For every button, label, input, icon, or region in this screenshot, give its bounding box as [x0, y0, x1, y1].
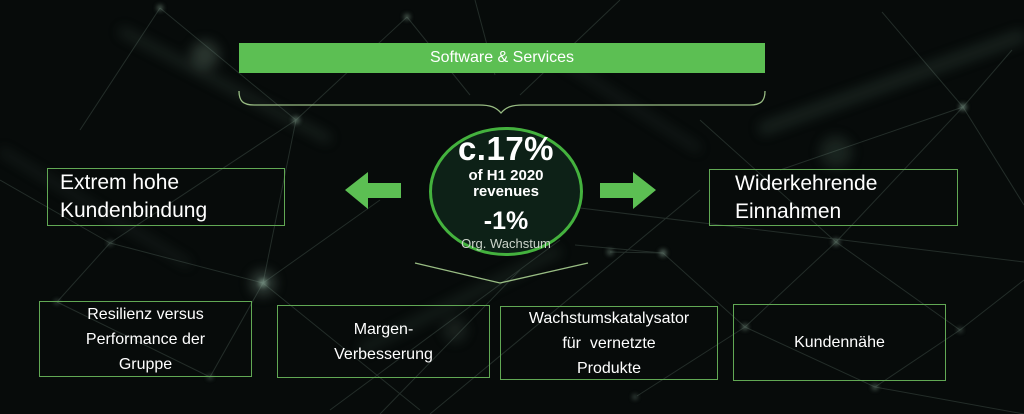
benefit-line: Performance der: [85, 330, 206, 348]
top-banner-label: Software & Services: [429, 49, 575, 66]
kpi-headline: c.17%: [457, 130, 555, 168]
benefit-box-resilienz: Resilienz versus Performance der Gruppe: [39, 301, 252, 377]
benefit-line: Gruppe: [118, 355, 173, 373]
benefit-line: Wachstumskatalysator: [528, 309, 690, 327]
benefit-box-kundennaehe: Kundennähe: [733, 304, 946, 381]
left-outcome-line-2: Kundenbindung: [60, 199, 208, 222]
top-banner: Software & Services: [239, 43, 765, 73]
kpi-metric: -1%: [483, 206, 529, 235]
benefit-box-wachstum: Wachstumskatalysator für vernetzte Produ…: [500, 306, 718, 380]
kpi-metric-label: Org. Wachstum: [461, 236, 551, 252]
right-outcome-line-2: Einnahmen: [735, 199, 842, 223]
benefit-line: Resilienz versus: [87, 305, 204, 323]
glow-beams: [0, 26, 1024, 355]
network-nodes: [54, 5, 967, 400]
left-outcome-box: Extrem hohe Kundenbindung: [47, 168, 285, 226]
benefit-line: Margen-: [353, 320, 414, 338]
right-outcome-box: Widerkehrende Einnahmen: [709, 169, 958, 226]
kpi-subline-2: revenues: [473, 183, 539, 201]
kpi-circle: c.17% of H1 2020 revenues -1% Org. Wachs…: [429, 127, 583, 256]
kpi-subline-1: of H1 2020: [468, 166, 544, 184]
benefit-line: Verbesserung: [334, 345, 433, 363]
benefit-line: Kundennähe: [794, 334, 885, 351]
left-outcome-line-1: Extrem hohe: [60, 171, 180, 194]
benefit-line: Produkte: [576, 359, 642, 377]
right-outcome-line-1: Widerkehrende: [735, 171, 878, 195]
benefit-box-margen: Margen- Verbesserung: [277, 305, 490, 378]
benefit-line: für vernetzte: [562, 334, 656, 352]
